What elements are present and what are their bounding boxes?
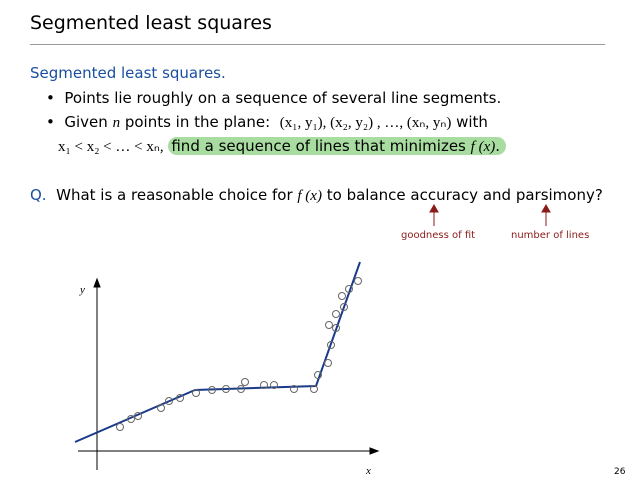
point <box>157 404 165 412</box>
bullet: • Points lie roughly on a sequence of se… <box>46 89 502 107</box>
point <box>332 310 340 318</box>
rule <box>30 44 605 45</box>
heading: Segmented least squares. <box>30 64 226 82</box>
annotation: goodness of fit <box>401 230 476 241</box>
math: (x₁, y₁), (x₂, y₂) , …, (xₙ, yₙ) <box>279 115 452 131</box>
page-number: 26 <box>614 467 626 477</box>
point <box>134 412 142 420</box>
axes <box>78 277 380 470</box>
point <box>314 371 322 379</box>
math: n <box>112 115 121 131</box>
point <box>332 324 340 332</box>
point <box>310 385 318 393</box>
y-label: y <box>79 284 85 296</box>
point <box>325 321 333 329</box>
point <box>127 415 135 423</box>
point <box>324 359 332 367</box>
point <box>237 385 245 393</box>
point <box>345 285 353 293</box>
axis-head <box>93 277 101 288</box>
highlight: find a sequence of lines that minimizes … <box>168 137 507 155</box>
point <box>290 385 298 393</box>
point <box>192 389 200 397</box>
title: Segmented least squares <box>30 12 272 34</box>
point <box>165 397 173 405</box>
point <box>340 303 348 311</box>
bullet-text: Given <box>64 113 113 131</box>
point <box>270 381 278 389</box>
axis-head <box>369 447 380 455</box>
math: f (x) <box>470 139 496 155</box>
bullet: • Given n points in the plane: (x₁, y₁),… <box>46 113 488 131</box>
bullet-text: points in the plane: <box>120 113 271 131</box>
bullet-text: Points lie roughly on a sequence of seve… <box>64 89 502 107</box>
arrows <box>429 203 551 226</box>
point <box>327 341 335 349</box>
highlight-text: find a sequence of lines that minimizes <box>171 137 471 155</box>
fit-line <box>74 261 361 443</box>
point <box>222 385 230 393</box>
q-text: to balance accuracy and parsimony? <box>321 186 603 204</box>
point <box>176 394 184 402</box>
q-text: What is a reasonable choice for <box>56 186 298 204</box>
point <box>354 277 362 285</box>
math: x₁ < x₂ < … < xₙ, <box>58 139 164 155</box>
x-label: x <box>365 465 371 477</box>
point <box>241 378 249 386</box>
point <box>338 292 346 300</box>
point <box>116 423 124 431</box>
bullet-text: with <box>451 113 488 131</box>
math: f (x) <box>297 188 322 204</box>
q-label: Q. <box>30 186 47 204</box>
continuation: x₁ < x₂ < … < xₙ, find a sequence of lin… <box>58 137 507 156</box>
points <box>116 277 362 431</box>
arrow-head <box>541 203 551 213</box>
point <box>208 386 216 394</box>
annotation: number of lines <box>511 230 590 241</box>
highlight-text: . <box>495 137 501 155</box>
point <box>260 381 268 389</box>
question: Q. What is a reasonable choice for f (x)… <box>30 186 603 205</box>
arrow-head <box>429 203 439 213</box>
